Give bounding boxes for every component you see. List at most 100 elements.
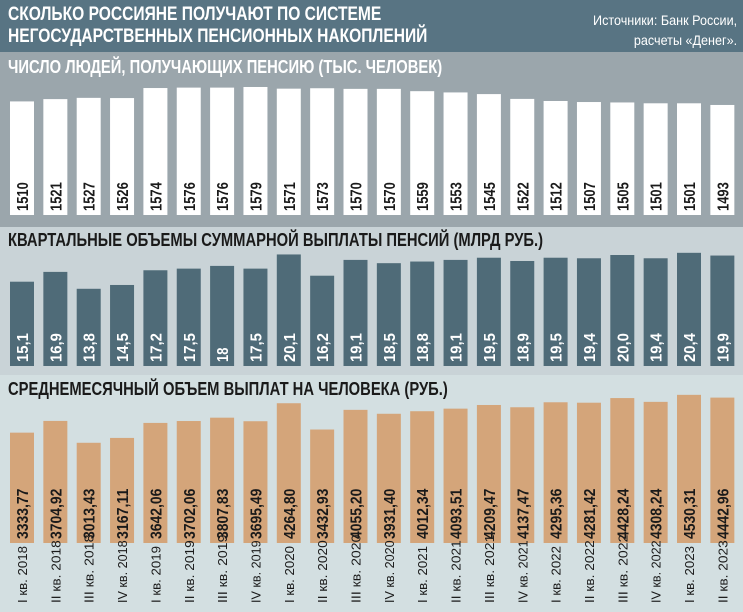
main-title: СКОЛЬКО РОССИЯНЕ ПОЛУЧАЮТ ПО СИСТЕМЕ НЕГ… xyxy=(8,4,427,48)
data-label: 3432,93 xyxy=(315,489,332,539)
data-label: 1512 xyxy=(549,182,566,211)
bar xyxy=(276,88,301,215)
bar xyxy=(376,263,401,366)
data-label: 18,8 xyxy=(415,333,432,362)
people-chart-title: ЧИСЛО ЛЮДЕЙ, ПОЛУЧАЮЩИХ ПЕНСИЮ (ТЫС. ЧЕЛ… xyxy=(8,57,443,77)
bar xyxy=(376,88,401,215)
bar xyxy=(343,259,368,366)
data-label: 3167,11 xyxy=(115,489,132,539)
bar xyxy=(76,97,101,215)
title-line-1: СКОЛЬКО РОССИЯНЕ ПОЛУЧАЮТ ПО СИСТЕМЕ xyxy=(8,4,382,25)
category-label: III кв. 2021 xyxy=(482,535,497,603)
data-label: 18,9 xyxy=(515,333,532,362)
bar xyxy=(43,99,68,215)
bar xyxy=(243,86,268,215)
data-label: 4295,36 xyxy=(549,489,566,539)
category-label: IV кв. 2019 xyxy=(248,540,263,603)
bar xyxy=(576,258,601,366)
data-label: 17,5 xyxy=(182,333,199,362)
data-label: 1527 xyxy=(82,182,99,211)
category-label: II кв. 2021 xyxy=(449,540,464,603)
bar xyxy=(143,270,168,366)
category-label: IV кв. 2018 xyxy=(115,540,130,603)
title-line-2: НЕГОСУДАРСТВЕННЫХ ПЕНСИОННЫХ НАКОПЛЕНИЙ xyxy=(8,26,428,47)
category-label: III кв. 2018 xyxy=(82,535,97,603)
data-label: 3013,43 xyxy=(82,489,99,539)
bar xyxy=(476,94,501,215)
bar xyxy=(76,288,101,366)
category-label: IV кв. 2022 xyxy=(649,540,664,603)
bar xyxy=(243,421,268,543)
data-label: 1570 xyxy=(382,182,399,211)
bar xyxy=(10,281,34,366)
bar xyxy=(176,268,201,366)
category-label: II кв. 2018 xyxy=(48,540,63,603)
bar xyxy=(543,100,568,215)
data-label: 19,1 xyxy=(349,333,366,362)
category-label: I кв. 2021 xyxy=(415,546,430,603)
bar xyxy=(443,259,468,366)
data-label: 3642,06 xyxy=(148,489,165,539)
bar xyxy=(410,261,435,366)
category-label: I кв. 2020 xyxy=(282,546,297,603)
category-label: IV кв. 2021 xyxy=(515,540,530,603)
bar xyxy=(510,98,535,215)
category-label: I кв. 2023 xyxy=(682,546,697,603)
category-label: II кв. 2020 xyxy=(315,540,330,603)
bar xyxy=(343,88,368,215)
data-label: 3807,83 xyxy=(215,489,232,539)
average-chart-title: СРЕДНЕМЕСЯЧНЫЙ ОБЪЕМ ВЫПЛАТ НА ЧЕЛОВЕКА … xyxy=(8,379,448,399)
bar xyxy=(310,275,335,366)
data-label: 1570 xyxy=(349,182,366,211)
data-label: 3702,06 xyxy=(182,489,199,539)
data-label: 13,8 xyxy=(82,333,99,362)
category-label: III кв. 2020 xyxy=(349,535,364,603)
data-label: 1553 xyxy=(449,182,466,211)
category-label: I кв. 2022 xyxy=(549,546,564,603)
data-label: 4530,31 xyxy=(682,489,699,539)
data-label: 19,4 xyxy=(582,333,599,362)
data-label: 1579 xyxy=(248,182,265,211)
category-label: I кв. 2018 xyxy=(15,546,30,603)
bar xyxy=(310,429,335,543)
data-label: 19,1 xyxy=(449,333,466,362)
data-label: 18,5 xyxy=(382,333,399,362)
bar xyxy=(643,258,668,366)
data-label: 4264,80 xyxy=(282,489,299,539)
bar xyxy=(610,102,635,215)
bar xyxy=(276,254,301,366)
bar xyxy=(143,422,168,543)
category-label: III кв. 2022 xyxy=(615,535,630,603)
bar xyxy=(276,403,301,543)
data-label: 16,9 xyxy=(48,333,65,362)
source-note: Источники: Банк России, расчеты «Денег». xyxy=(593,10,737,50)
data-label: 3333,77 xyxy=(15,489,32,539)
data-label: 4308,24 xyxy=(649,489,666,539)
data-label: 1501 xyxy=(682,182,699,211)
bar xyxy=(710,397,735,543)
data-label: 3931,40 xyxy=(382,489,399,539)
data-label: 4012,34 xyxy=(415,489,432,539)
data-label: 19,5 xyxy=(549,333,566,362)
bar xyxy=(510,260,535,366)
bar xyxy=(243,268,268,366)
data-label: 1521 xyxy=(48,182,65,211)
data-label: 1505 xyxy=(615,182,632,211)
bar xyxy=(510,407,535,543)
bar xyxy=(110,437,135,543)
category-label: III кв. 2019 xyxy=(215,535,230,603)
source-line-1: Источники: Банк России, xyxy=(592,12,737,28)
data-label: 4093,51 xyxy=(449,489,466,539)
bar xyxy=(76,442,101,543)
bar xyxy=(210,417,235,543)
data-label: 19,4 xyxy=(649,333,666,362)
data-label: 15,1 xyxy=(15,333,32,362)
data-label: 1559 xyxy=(415,182,432,211)
bar xyxy=(376,413,401,543)
data-label: 1545 xyxy=(482,182,499,211)
bar xyxy=(643,103,668,215)
category-label: II кв. 2022 xyxy=(582,540,597,603)
payout-chart-title: КВАРТАЛЬНЫЕ ОБЪЕМЫ СУММАРНОЙ ВЫПЛАТЫ ПЕН… xyxy=(8,230,544,250)
